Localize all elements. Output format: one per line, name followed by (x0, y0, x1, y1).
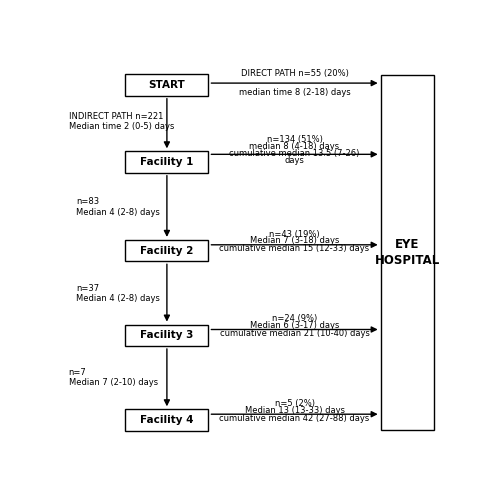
Text: n=43 (19%): n=43 (19%) (269, 230, 320, 238)
Text: Facility 1: Facility 1 (140, 157, 194, 167)
Text: n=37
Median 4 (2-8) days: n=37 Median 4 (2-8) days (76, 284, 160, 304)
Text: INDIRECT PATH n=221
Median time 2 (0-5) days: INDIRECT PATH n=221 Median time 2 (0-5) … (68, 112, 174, 132)
Text: cumulative median 13.5 (7-26): cumulative median 13.5 (7-26) (229, 149, 360, 158)
Text: n=7
Median 7 (2-10) days: n=7 Median 7 (2-10) days (68, 368, 158, 388)
Text: n=83
Median 4 (2-8) days: n=83 Median 4 (2-8) days (76, 198, 160, 217)
Text: median 8 (4-18) days: median 8 (4-18) days (249, 142, 340, 151)
FancyBboxPatch shape (125, 410, 208, 430)
Text: cumulative median 15 (12-33) days: cumulative median 15 (12-33) days (220, 244, 369, 253)
FancyBboxPatch shape (125, 324, 208, 346)
Text: n=134 (51%): n=134 (51%) (266, 135, 323, 144)
Text: days: days (285, 156, 305, 165)
Text: Facility 2: Facility 2 (140, 246, 194, 256)
Text: median time 8 (2-18) days: median time 8 (2-18) days (239, 88, 350, 97)
FancyBboxPatch shape (381, 76, 433, 430)
FancyBboxPatch shape (125, 240, 208, 261)
Text: EYE
HOSPITAL: EYE HOSPITAL (374, 238, 440, 266)
Text: n=5 (2%): n=5 (2%) (275, 399, 315, 408)
Text: cumulative median 42 (27-88) days: cumulative median 42 (27-88) days (220, 414, 370, 422)
Text: START: START (148, 80, 185, 90)
Text: Median 13 (13-33) days: Median 13 (13-33) days (244, 406, 345, 415)
Text: n=24 (9%): n=24 (9%) (272, 314, 317, 323)
Text: Facility 4: Facility 4 (140, 415, 194, 425)
Text: Median 7 (3-18) days: Median 7 (3-18) days (250, 236, 339, 246)
Text: cumulative median 21 (10-40) days: cumulative median 21 (10-40) days (220, 329, 369, 338)
Text: Median 6 (3-17) days: Median 6 (3-17) days (250, 321, 339, 330)
Text: DIRECT PATH n=55 (20%): DIRECT PATH n=55 (20%) (241, 69, 348, 78)
Text: Facility 3: Facility 3 (140, 330, 194, 340)
FancyBboxPatch shape (125, 74, 208, 96)
FancyBboxPatch shape (125, 152, 208, 172)
